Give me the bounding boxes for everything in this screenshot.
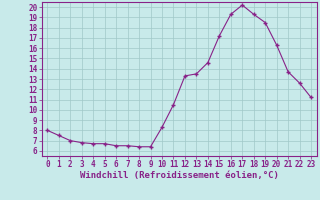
X-axis label: Windchill (Refroidissement éolien,°C): Windchill (Refroidissement éolien,°C) (80, 171, 279, 180)
